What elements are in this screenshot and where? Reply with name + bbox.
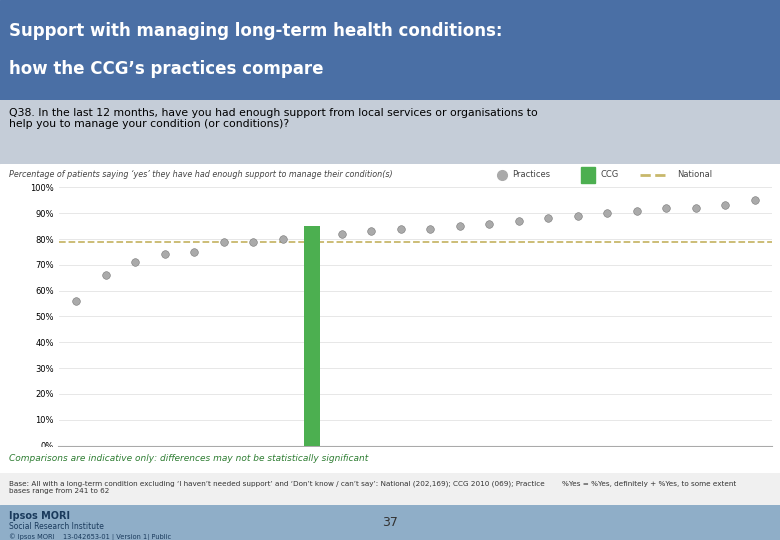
- Text: © Ipsos MORI    13-042653-01 | Version 1| Public: © Ipsos MORI 13-042653-01 | Version 1| P…: [9, 534, 172, 540]
- Bar: [304, 226, 321, 446]
- Text: %Yes = %Yes, definitely + %Yes, to some extent: %Yes = %Yes, definitely + %Yes, to some …: [562, 481, 736, 487]
- Text: Social Research Institute: Social Research Institute: [9, 523, 105, 531]
- Text: Practices: Practices: [512, 171, 551, 179]
- Text: Q38. In the last 12 months, have you had enough support from local services or o: Q38. In the last 12 months, have you had…: [9, 107, 538, 129]
- Text: Support with managing long-term health conditions:: Support with managing long-term health c…: [9, 22, 503, 40]
- Bar: [581, 167, 595, 183]
- Text: how the CCG’s practices compare: how the CCG’s practices compare: [9, 60, 324, 78]
- Text: Base: All with a long-term condition excluding ‘I haven’t needed support’ and ‘D: Base: All with a long-term condition exc…: [9, 481, 545, 494]
- Text: Ipsos MORI: Ipsos MORI: [9, 511, 70, 521]
- Text: National: National: [677, 171, 712, 179]
- Text: CCG: CCG: [601, 171, 619, 179]
- Text: 37: 37: [382, 516, 398, 529]
- Text: Percentage of patients saying ‘yes’ they have had enough support to manage their: Percentage of patients saying ‘yes’ they…: [9, 171, 393, 179]
- Text: Comparisons are indicative only: differences may not be statistically significan: Comparisons are indicative only: differe…: [9, 454, 369, 463]
